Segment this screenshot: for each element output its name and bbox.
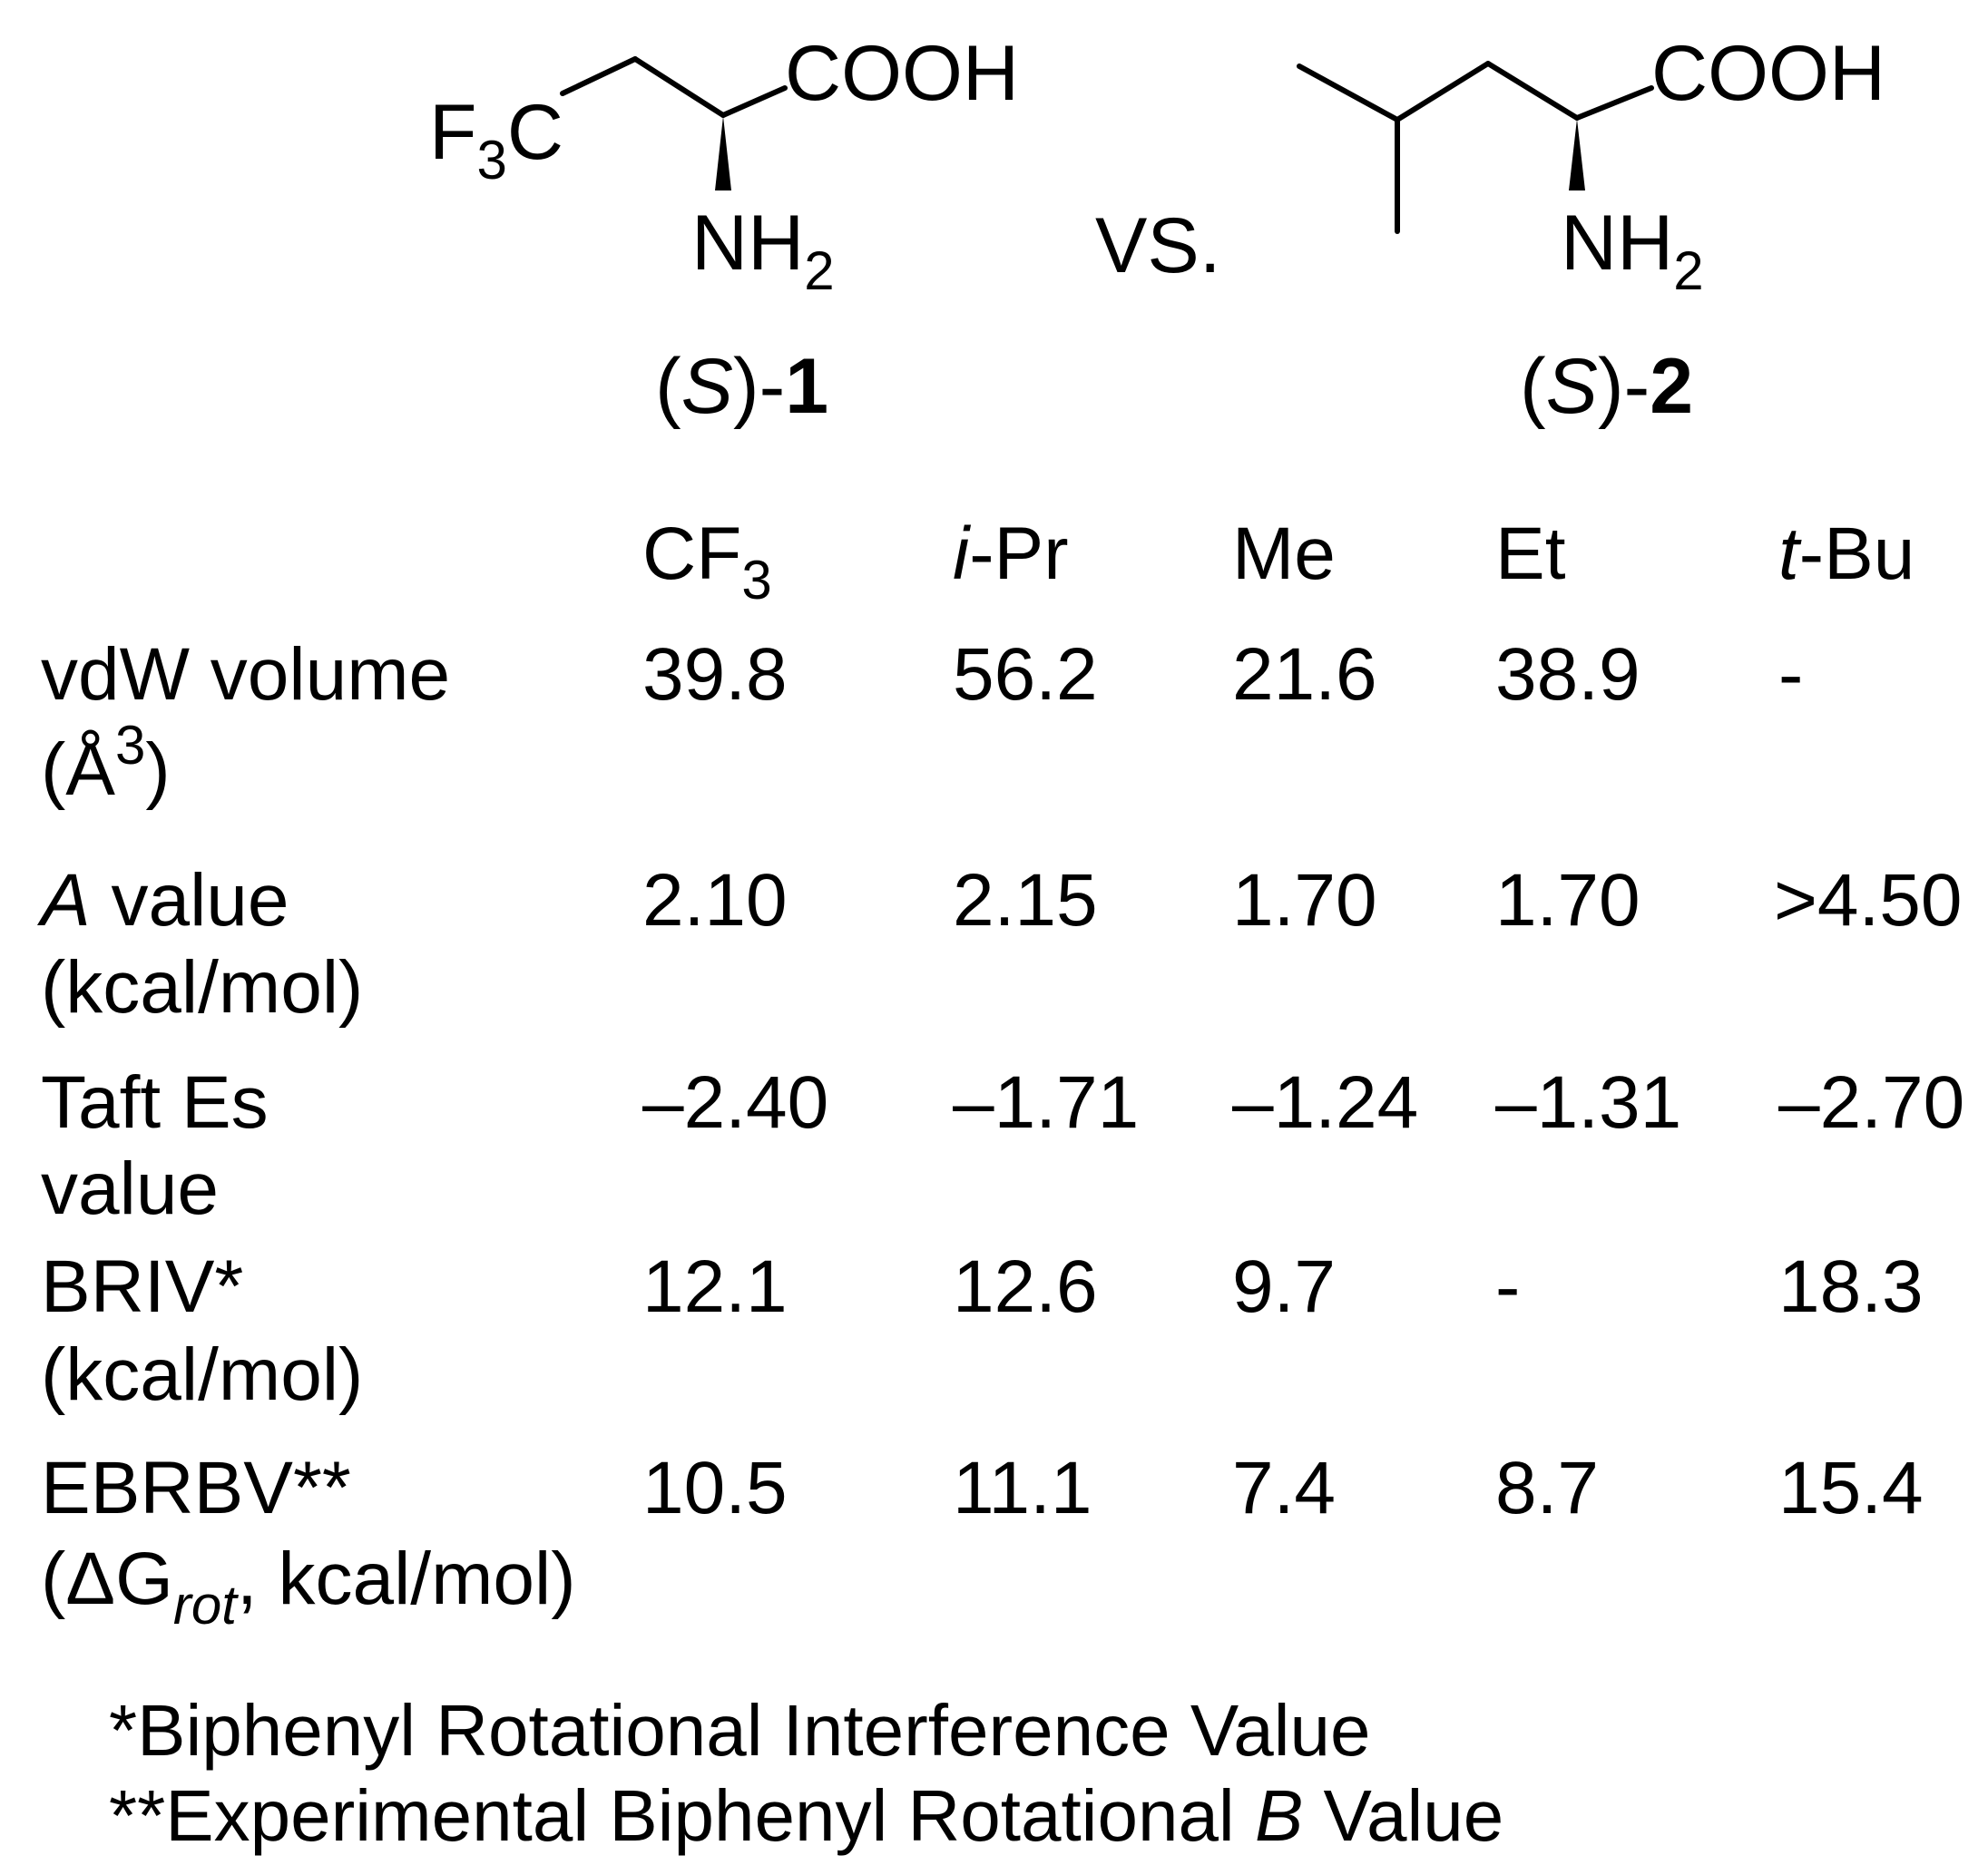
column-header-tbu: t-Bu (1778, 513, 1915, 595)
compound-label-1: (S)-1 (655, 343, 829, 430)
footnote-briv: *Biphenyl Rotational Interference Value (109, 1690, 1371, 1771)
cell-briv-cf3: 12.1 (642, 1245, 788, 1328)
column-header-cf3: CF3 (642, 513, 772, 610)
row-unit-vdw-volume: (Å3) (41, 715, 171, 811)
versus-label: VS. (1095, 202, 1221, 289)
wedge-bond-nh2-2 (1569, 119, 1585, 190)
row-label-taft-es-line2: value (41, 1147, 220, 1230)
compound-label-2: (S)-2 (1520, 343, 1694, 430)
row-label-a-value: A value (41, 859, 289, 942)
column-header-ipr: i-Pr (953, 513, 1069, 595)
cooh-group-label-1: COOH (785, 30, 1019, 117)
cell-a-et: 1.70 (1495, 859, 1640, 942)
bond-ch2-calpha-2 (1485, 61, 1580, 121)
row-unit-ebrbv: (ΔGrot, kcal/mol) (41, 1538, 576, 1636)
row-unit-a-value: (kcal/mol) (41, 946, 364, 1029)
bond-calpha-cooh (720, 85, 788, 118)
cell-briv-tbu: 18.3 (1778, 1245, 1924, 1328)
cell-a-tbu: >4.50 (1774, 859, 1963, 942)
nh2-group-label-2: NH2 (1561, 200, 1704, 301)
bond-ch2-calpha (632, 56, 726, 118)
bond-calpha-cooh-2 (1574, 85, 1654, 121)
row-unit-briv: (kcal/mol) (41, 1333, 364, 1416)
cooh-group-label-2: COOH (1651, 30, 1885, 117)
cell-ebrbv-tbu: 15.4 (1778, 1447, 1924, 1529)
cell-taft-me: –1.24 (1232, 1061, 1419, 1144)
nh2-group-label-1: NH2 (691, 200, 835, 301)
row-label-briv: BRIV* (41, 1245, 244, 1328)
cell-vdw-cf3: 39.8 (642, 633, 788, 716)
row-label-vdw-volume: vdW volume (41, 633, 451, 716)
wedge-bond-nh2-1 (715, 116, 731, 190)
cell-vdw-tbu: - (1778, 633, 1804, 716)
cell-a-me: 1.70 (1232, 859, 1377, 942)
cell-ebrbv-ipr: 11.1 (953, 1447, 1092, 1529)
cell-taft-et: –1.31 (1495, 1061, 1682, 1144)
cell-a-cf3: 2.10 (642, 859, 788, 942)
cell-ebrbv-et: 8.7 (1495, 1447, 1599, 1529)
column-header-me: Me (1232, 513, 1336, 595)
row-label-taft-es: Taft Es (41, 1061, 269, 1144)
cell-ebrbv-me: 7.4 (1232, 1447, 1336, 1529)
cell-vdw-et: 38.9 (1495, 633, 1640, 716)
cell-ebrbv-cf3: 10.5 (642, 1447, 788, 1529)
footnote-ebrbv: **Experimental Biphenyl Rotational B Val… (109, 1775, 1504, 1856)
cell-briv-ipr: 12.6 (953, 1245, 1098, 1328)
cell-taft-ipr: –1.71 (953, 1061, 1140, 1144)
cell-briv-et: - (1495, 1245, 1521, 1328)
cell-a-ipr: 2.15 (953, 859, 1098, 942)
cell-vdw-me: 21.6 (1232, 633, 1377, 716)
cell-vdw-ipr: 56.2 (953, 633, 1098, 716)
cf3-group-label: F3C (429, 89, 564, 190)
column-header-et: Et (1495, 513, 1566, 595)
cell-taft-tbu: –2.70 (1778, 1061, 1965, 1144)
bond-ch-ch2 (1395, 61, 1491, 122)
row-label-ebrbv: EBRBV** (41, 1447, 351, 1529)
bond-cf3-ch2 (560, 56, 638, 96)
cell-briv-me: 9.7 (1232, 1245, 1336, 1328)
bond-me1-ch (1297, 63, 1400, 122)
cell-taft-cf3: –2.40 (642, 1061, 829, 1144)
